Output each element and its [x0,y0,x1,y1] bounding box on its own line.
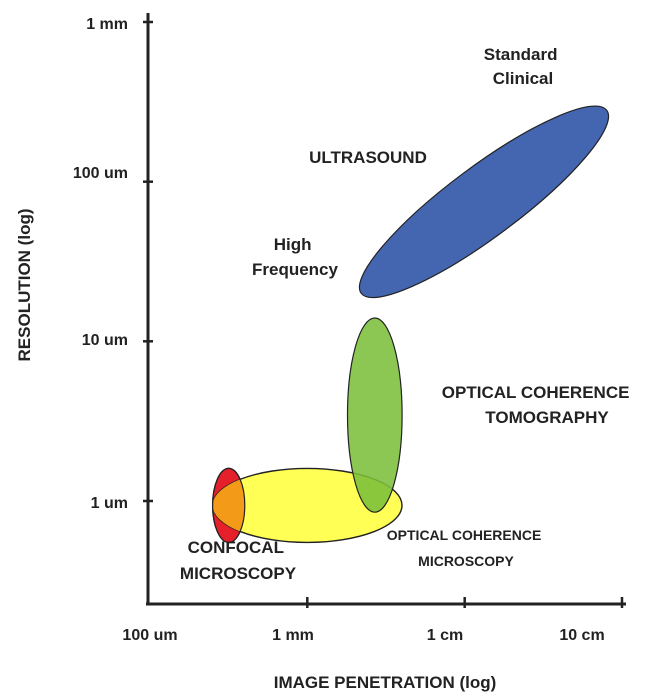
optical-coherence-microscopy-label: OPTICAL COHERENCE MICROSCOPY [387,527,545,569]
ultrasound-label: ULTRASOUND [309,148,427,167]
ticks-layer [143,20,624,608]
y-tick-label: 100 um [73,165,128,182]
ocm-label-line: MICROSCOPY [418,553,514,569]
high-frequency-label-line: High [274,235,312,254]
confocal-microscopy-outline [211,467,246,543]
x-axis-title: IMAGE PENETRATION (log) [274,673,497,692]
high-frequency-label-line: Frequency [252,260,339,279]
y-tick-label: 1 mm [86,16,128,33]
x-tick-label: 100 um [122,627,177,644]
ultrasound-label-line: ULTRASOUND [309,148,427,167]
x-tick-label: 1 cm [427,627,463,644]
annotations-layer: Standard Clinical ULTRASOUND High Freque… [180,45,634,583]
confocal-microscopy-label: CONFOCAL MICROSCOPY [180,538,297,583]
x-tick-label: 1 mm [272,627,314,644]
standard-clinical-label: Standard Clinical [484,45,562,88]
standard-clinical-label-line: Standard [484,45,558,64]
ocm-label-line: OPTICAL COHERENCE [387,527,542,543]
axis-titles-layer: IMAGE PENETRATION (log) RESOLUTION (log) [15,209,496,692]
y-tick-label: 10 um [82,332,128,349]
y-axis-title: RESOLUTION (log) [15,209,34,362]
optical-coherence-tomography-label: OPTICAL COHERENCE TOMOGRAPHY [442,383,634,427]
confocal-label-line: MICROSCOPY [180,564,297,583]
y-tick-label: 1 um [91,495,128,512]
optical-coherence-tomography-region [346,317,403,513]
high-frequency-label: High Frequency [252,235,339,279]
standard-clinical-label-line: Clinical [493,69,553,88]
axes-layer [146,13,626,606]
oct-label-line: TOMOGRAPHY [485,408,609,427]
x-tick-label: 10 cm [559,627,604,644]
tick-labels-layer: 100 um 1 mm 1 cm 10 cm 1 um 10 um 100 um… [73,16,605,644]
confocal-label-line: CONFOCAL [188,538,284,557]
oct-label-line: OPTICAL COHERENCE [442,383,630,402]
ultrasound-region [358,105,610,299]
regions-layer [211,105,610,544]
